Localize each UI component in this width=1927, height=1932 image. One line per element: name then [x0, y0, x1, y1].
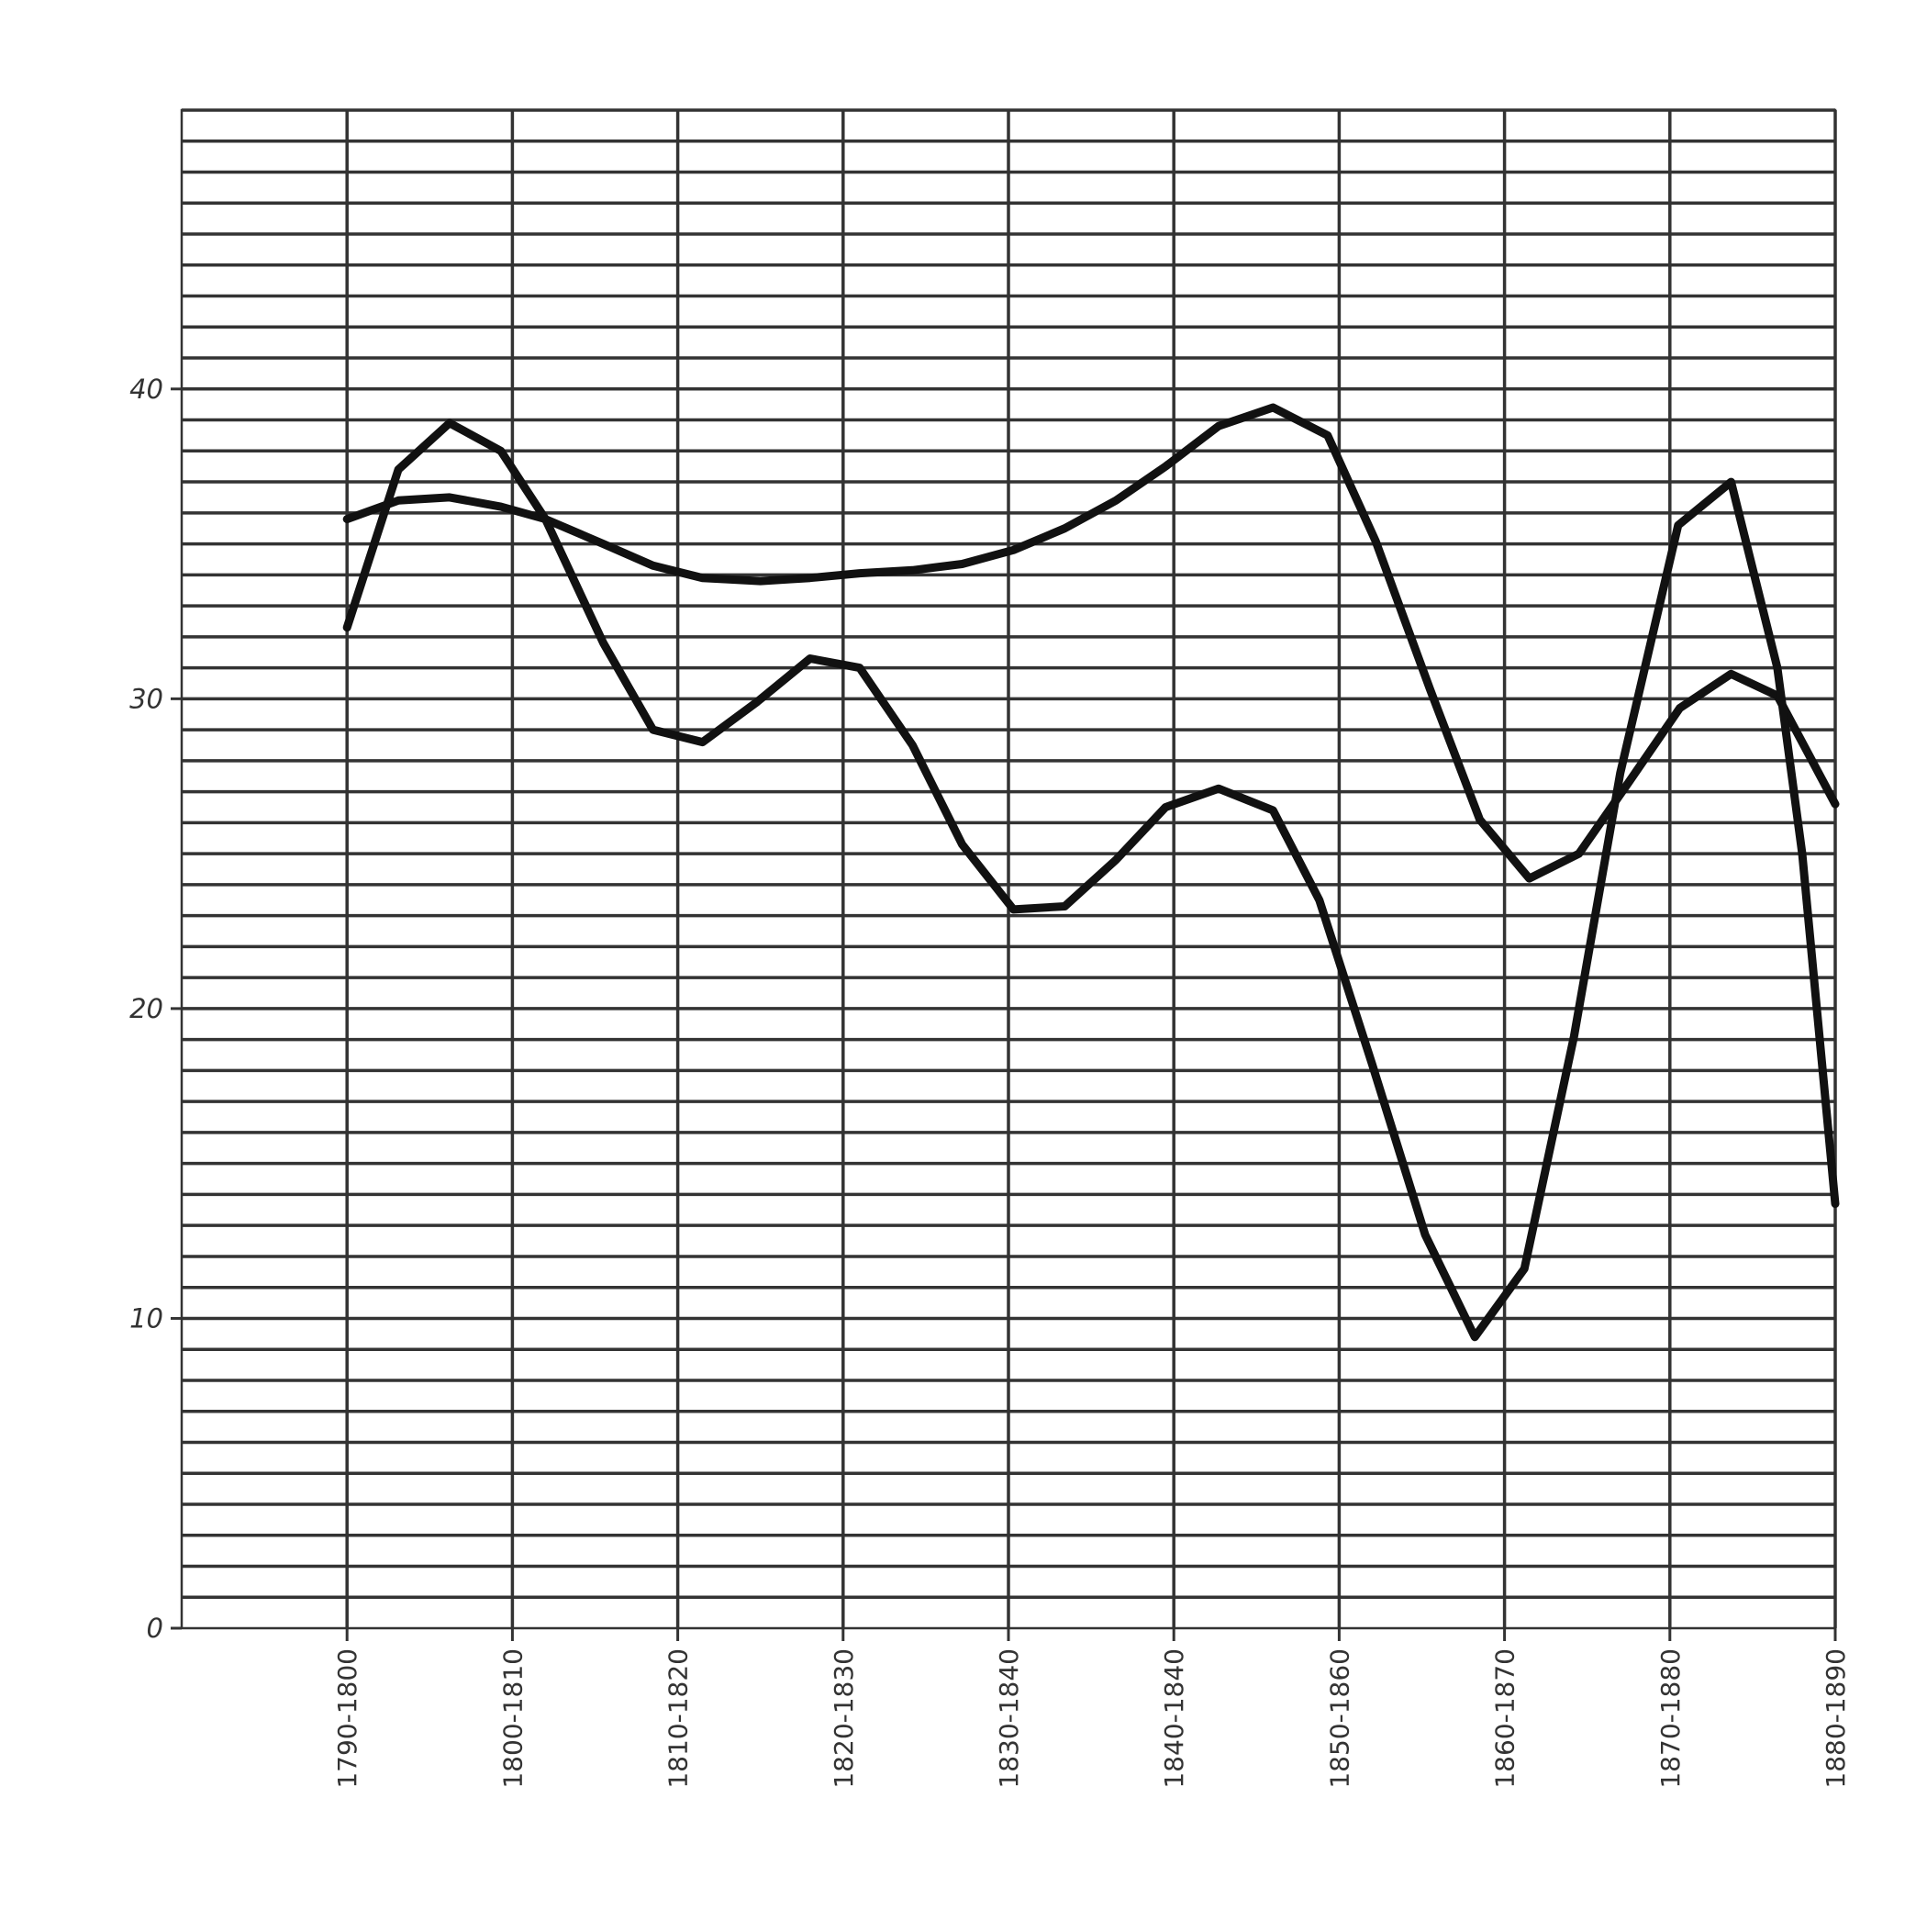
y-tick-label: 0: [147, 1613, 163, 1644]
series-line-a: [342, 403, 1840, 883]
y-axis: 0 10 20 30 40: [129, 374, 182, 1644]
x-axis: 1790-1800 1800-1810 1810-1820 1820-1830 1830…: [332, 1628, 1851, 1789]
x-tick-label: 1810-1820: [663, 1648, 694, 1789]
x-tick-label: 1880-1890: [1821, 1648, 1851, 1789]
x-tick-label: 1830-1840: [994, 1648, 1024, 1789]
x-tick-label: 1800-1810: [497, 1648, 528, 1789]
x-tick-label: 1870-1880: [1655, 1648, 1686, 1789]
x-tick-label: 1790-1800: [332, 1648, 362, 1789]
x-tick-label: 1850-1860: [1324, 1648, 1354, 1789]
series-line-b: [342, 419, 1840, 1342]
x-tick-label: 1860-1870: [1490, 1648, 1520, 1789]
series-layer: [342, 403, 1840, 1342]
x-tick-label: 1820-1830: [829, 1648, 859, 1789]
y-tick-label: 10: [129, 1302, 163, 1334]
y-tick-label: 20: [129, 993, 163, 1024]
x-tick-label: 1840-1840: [1159, 1648, 1189, 1789]
y-tick-label: 40: [129, 374, 163, 405]
y-tick-label: 30: [129, 683, 163, 714]
